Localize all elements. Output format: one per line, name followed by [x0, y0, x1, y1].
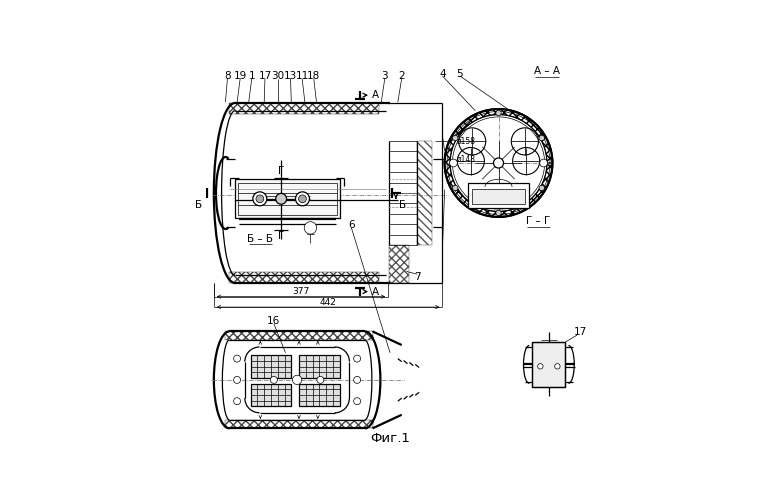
Bar — [417, 141, 432, 245]
Text: 377: 377 — [292, 287, 310, 296]
Text: 7: 7 — [414, 272, 420, 282]
Circle shape — [353, 398, 360, 405]
Bar — [225, 331, 373, 340]
Bar — [229, 272, 379, 283]
Text: Г: Г — [278, 231, 284, 241]
Text: 442: 442 — [320, 298, 336, 306]
Circle shape — [496, 210, 502, 216]
Circle shape — [299, 195, 307, 203]
Text: 2: 2 — [399, 71, 405, 81]
Text: 8: 8 — [224, 71, 231, 81]
Circle shape — [540, 159, 548, 167]
Text: Б – Б: Б – Б — [247, 233, 273, 243]
Circle shape — [256, 195, 264, 203]
Text: 18: 18 — [307, 71, 321, 81]
Bar — [533, 342, 566, 387]
Bar — [250, 356, 291, 378]
Circle shape — [496, 110, 502, 116]
Text: А: А — [372, 287, 379, 297]
Circle shape — [539, 185, 544, 191]
Bar — [225, 420, 373, 429]
Text: ø158: ø158 — [456, 136, 476, 145]
Bar — [533, 342, 566, 387]
Text: 1: 1 — [249, 71, 255, 81]
Circle shape — [296, 192, 310, 206]
Text: Г: Г — [278, 166, 284, 177]
Text: 16: 16 — [268, 315, 281, 325]
Circle shape — [292, 375, 302, 384]
Circle shape — [537, 364, 543, 369]
Text: А – А: А – А — [534, 66, 560, 76]
Text: 17: 17 — [258, 71, 271, 81]
Bar — [229, 103, 379, 114]
Text: 30: 30 — [271, 71, 284, 81]
Polygon shape — [445, 109, 552, 217]
Circle shape — [494, 158, 504, 168]
Circle shape — [304, 222, 317, 234]
Text: 5: 5 — [456, 69, 463, 79]
Bar — [473, 189, 525, 204]
Circle shape — [271, 376, 278, 383]
Circle shape — [539, 135, 544, 141]
Bar — [389, 245, 409, 283]
Bar — [235, 180, 340, 218]
Circle shape — [445, 109, 552, 217]
Text: Б: Б — [195, 200, 202, 210]
Text: Фиг.1: Фиг.1 — [370, 432, 410, 445]
Text: 17: 17 — [573, 327, 587, 338]
Circle shape — [253, 192, 267, 206]
Bar — [299, 356, 340, 378]
Circle shape — [353, 355, 360, 362]
Circle shape — [353, 376, 360, 383]
Bar — [469, 183, 529, 208]
Bar — [238, 183, 337, 215]
Circle shape — [555, 364, 560, 369]
Bar — [250, 384, 291, 406]
Circle shape — [452, 135, 458, 141]
Text: 13: 13 — [284, 71, 297, 81]
Bar — [299, 384, 340, 406]
Text: Г – Г: Г – Г — [526, 216, 551, 226]
Circle shape — [449, 159, 457, 167]
Circle shape — [233, 376, 240, 383]
Circle shape — [317, 376, 324, 383]
Text: Б: Б — [399, 200, 406, 210]
Circle shape — [452, 185, 458, 191]
Text: 6: 6 — [348, 220, 355, 230]
Text: 11: 11 — [296, 71, 309, 81]
Text: 4: 4 — [439, 69, 445, 79]
Circle shape — [233, 398, 240, 405]
Text: 3: 3 — [381, 71, 388, 81]
Text: А: А — [372, 90, 379, 100]
Circle shape — [233, 355, 240, 362]
Text: ø148: ø148 — [456, 154, 476, 163]
Circle shape — [276, 193, 286, 204]
Text: 19: 19 — [233, 71, 246, 81]
